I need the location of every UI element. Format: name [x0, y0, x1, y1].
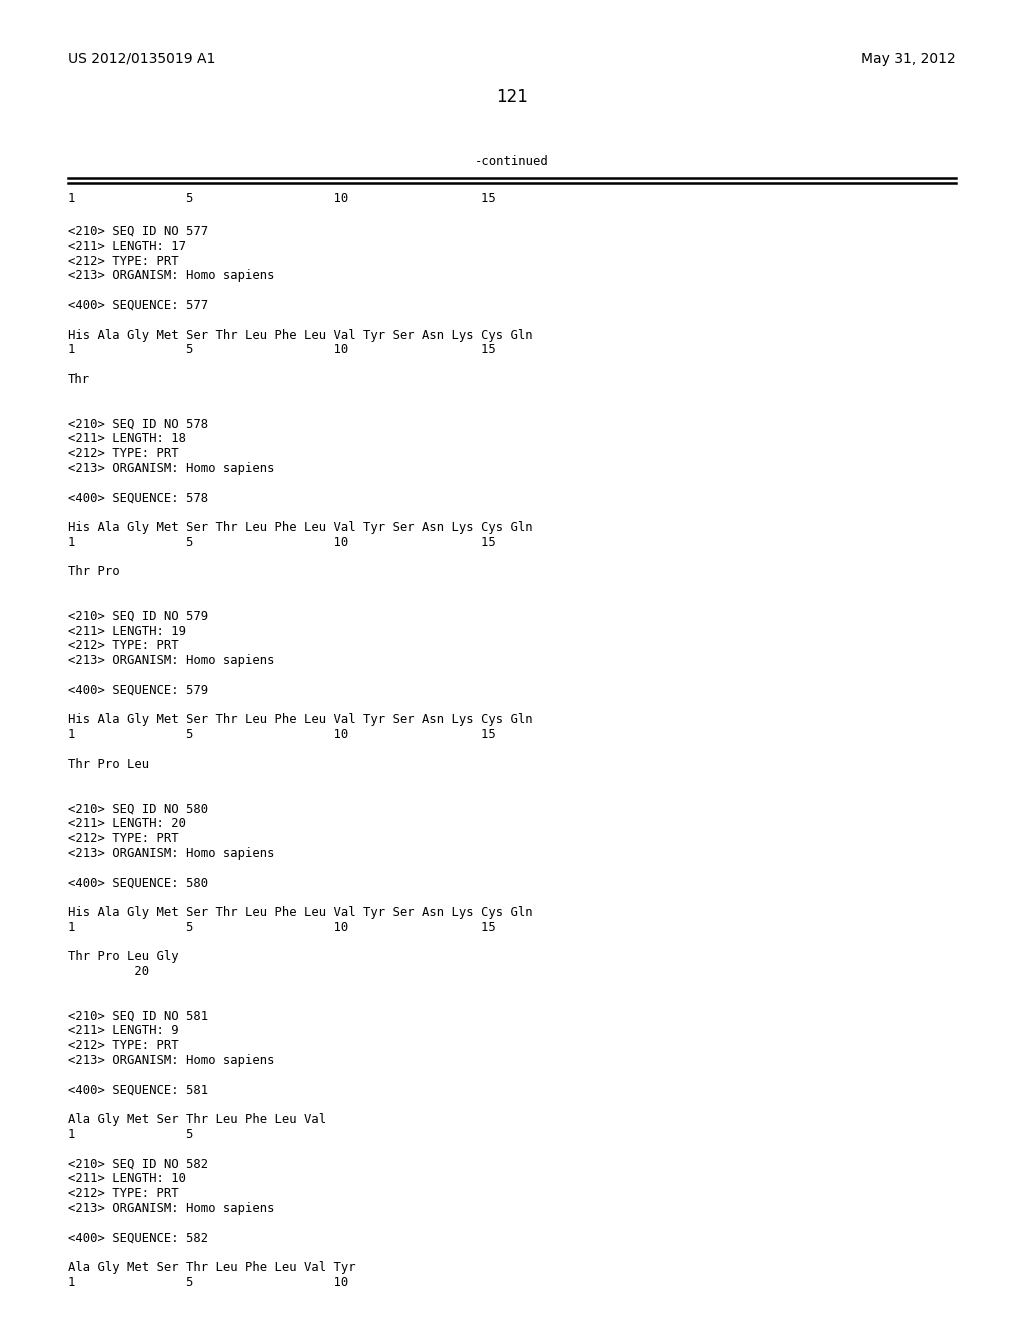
Text: His Ala Gly Met Ser Thr Leu Phe Leu Val Tyr Ser Asn Lys Cys Gln: His Ala Gly Met Ser Thr Leu Phe Leu Val …: [68, 521, 532, 535]
Text: Thr: Thr: [68, 374, 90, 385]
Text: His Ala Gly Met Ser Thr Leu Phe Leu Val Tyr Ser Asn Lys Cys Gln: His Ala Gly Met Ser Thr Leu Phe Leu Val …: [68, 329, 532, 342]
Text: <212> TYPE: PRT: <212> TYPE: PRT: [68, 639, 178, 652]
Text: <210> SEQ ID NO 580: <210> SEQ ID NO 580: [68, 803, 208, 816]
Text: <211> LENGTH: 18: <211> LENGTH: 18: [68, 432, 186, 445]
Text: <400> SEQUENCE: 579: <400> SEQUENCE: 579: [68, 684, 208, 697]
Text: <211> LENGTH: 9: <211> LENGTH: 9: [68, 1024, 178, 1038]
Text: Ala Gly Met Ser Thr Leu Phe Leu Val: Ala Gly Met Ser Thr Leu Phe Leu Val: [68, 1113, 326, 1126]
Text: <212> TYPE: PRT: <212> TYPE: PRT: [68, 255, 178, 268]
Text: 1               5                   10: 1 5 10: [68, 1276, 348, 1288]
Text: US 2012/0135019 A1: US 2012/0135019 A1: [68, 51, 215, 66]
Text: 1               5: 1 5: [68, 1127, 194, 1140]
Text: <213> ORGANISM: Homo sapiens: <213> ORGANISM: Homo sapiens: [68, 462, 274, 475]
Text: <400> SEQUENCE: 578: <400> SEQUENCE: 578: [68, 491, 208, 504]
Text: 121: 121: [496, 88, 528, 106]
Text: Thr Pro: Thr Pro: [68, 565, 120, 578]
Text: <210> SEQ ID NO 577: <210> SEQ ID NO 577: [68, 224, 208, 238]
Text: <400> SEQUENCE: 582: <400> SEQUENCE: 582: [68, 1232, 208, 1245]
Text: <212> TYPE: PRT: <212> TYPE: PRT: [68, 1187, 178, 1200]
Text: Thr Pro Leu Gly: Thr Pro Leu Gly: [68, 950, 178, 964]
Text: <211> LENGTH: 17: <211> LENGTH: 17: [68, 240, 186, 253]
Text: 1               5                   10                  15: 1 5 10 15: [68, 343, 496, 356]
Text: Ala Gly Met Ser Thr Leu Phe Leu Val Tyr: Ala Gly Met Ser Thr Leu Phe Leu Val Tyr: [68, 1261, 355, 1274]
Text: 1               5                   10                  15: 1 5 10 15: [68, 536, 496, 549]
Text: Thr Pro Leu: Thr Pro Leu: [68, 758, 150, 771]
Text: 1               5                   10                  15: 1 5 10 15: [68, 920, 496, 933]
Text: <213> ORGANISM: Homo sapiens: <213> ORGANISM: Homo sapiens: [68, 1053, 274, 1067]
Text: May 31, 2012: May 31, 2012: [861, 51, 956, 66]
Text: <400> SEQUENCE: 577: <400> SEQUENCE: 577: [68, 300, 208, 312]
Text: 20: 20: [68, 965, 150, 978]
Text: <400> SEQUENCE: 580: <400> SEQUENCE: 580: [68, 876, 208, 890]
Text: <211> LENGTH: 19: <211> LENGTH: 19: [68, 624, 186, 638]
Text: <210> SEQ ID NO 578: <210> SEQ ID NO 578: [68, 417, 208, 430]
Text: <210> SEQ ID NO 582: <210> SEQ ID NO 582: [68, 1158, 208, 1171]
Text: <212> TYPE: PRT: <212> TYPE: PRT: [68, 1039, 178, 1052]
Text: <213> ORGANISM: Homo sapiens: <213> ORGANISM: Homo sapiens: [68, 655, 274, 667]
Text: <210> SEQ ID NO 579: <210> SEQ ID NO 579: [68, 610, 208, 623]
Text: <211> LENGTH: 10: <211> LENGTH: 10: [68, 1172, 186, 1185]
Text: <212> TYPE: PRT: <212> TYPE: PRT: [68, 447, 178, 459]
Text: <213> ORGANISM: Homo sapiens: <213> ORGANISM: Homo sapiens: [68, 269, 274, 282]
Text: <400> SEQUENCE: 581: <400> SEQUENCE: 581: [68, 1084, 208, 1097]
Text: <213> ORGANISM: Homo sapiens: <213> ORGANISM: Homo sapiens: [68, 846, 274, 859]
Text: <213> ORGANISM: Homo sapiens: <213> ORGANISM: Homo sapiens: [68, 1201, 274, 1214]
Text: His Ala Gly Met Ser Thr Leu Phe Leu Val Tyr Ser Asn Lys Cys Gln: His Ala Gly Met Ser Thr Leu Phe Leu Val …: [68, 906, 532, 919]
Text: <210> SEQ ID NO 581: <210> SEQ ID NO 581: [68, 1010, 208, 1023]
Text: 1               5                   10                  15: 1 5 10 15: [68, 729, 496, 742]
Text: -continued: -continued: [475, 154, 549, 168]
Text: His Ala Gly Met Ser Thr Leu Phe Leu Val Tyr Ser Asn Lys Cys Gln: His Ala Gly Met Ser Thr Leu Phe Leu Val …: [68, 713, 532, 726]
Text: <212> TYPE: PRT: <212> TYPE: PRT: [68, 832, 178, 845]
Text: 1               5                   10                  15: 1 5 10 15: [68, 191, 496, 205]
Text: <211> LENGTH: 20: <211> LENGTH: 20: [68, 817, 186, 830]
